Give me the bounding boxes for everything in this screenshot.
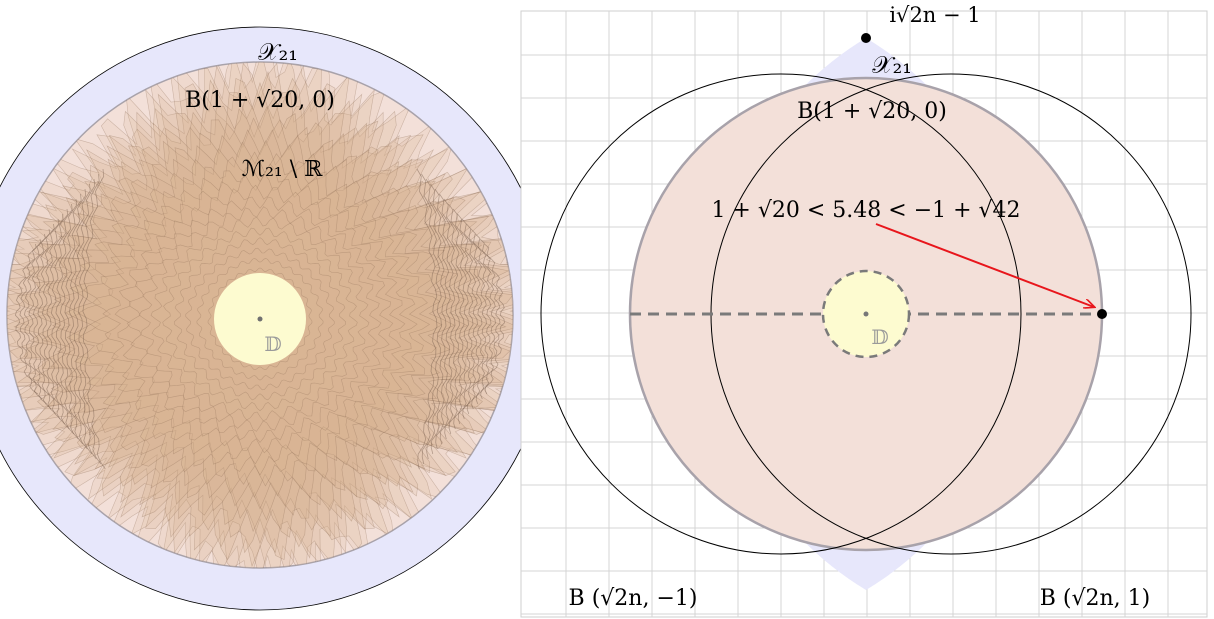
right-origin-dot — [863, 311, 869, 317]
top-intersection-point — [861, 33, 871, 43]
ripple-striation — [55, 198, 79, 440]
ripple-striation — [416, 168, 438, 470]
ripple-striation — [439, 193, 460, 445]
right-real-point — [1097, 309, 1107, 319]
label-left-big-ball: B (√2n, −1) — [569, 586, 698, 611]
ripple-striation — [37, 218, 61, 420]
label-inequality: 1 + √20 < 5.48 < −1 + √42 — [711, 198, 1020, 223]
left-origin-dot — [257, 316, 263, 322]
left-panel: 𝒳₂₁ B(1 + √20, 0) ℳ₂₁ \ ℝ 𝔻 — [0, 26, 552, 611]
ripple-striation — [484, 243, 505, 395]
ripple-striation — [32, 223, 57, 415]
ripple-striation — [28, 228, 52, 410]
ripple-striation — [443, 198, 465, 440]
ripple-striation — [46, 208, 70, 430]
ripple-striation — [457, 213, 478, 425]
ripple-striation — [425, 178, 447, 460]
right-panel: i√2n − 1 𝒳₂₁ B(1 + √20, 0) 1 + √20 < 5.4… — [520, 3, 1208, 618]
left-label-m21: ℳ₂₁ \ ℝ — [242, 157, 324, 182]
label-top-point: i√2n − 1 — [889, 3, 980, 27]
right-label-ball: B(1 + √20, 0) — [797, 99, 947, 124]
ripple-striation — [452, 208, 474, 430]
ripple-striation — [59, 193, 84, 445]
right-label-disk: 𝔻 — [871, 325, 888, 349]
ripple-striation — [448, 203, 469, 435]
ripple-striation — [73, 178, 97, 460]
ripple-striation — [421, 173, 442, 465]
ripple-striation — [475, 233, 496, 405]
label-right-big-ball: B (√2n, 1) — [1040, 586, 1151, 611]
right-label-x21: 𝒳₂₁ — [872, 51, 912, 79]
ripple-striation — [64, 188, 88, 450]
ripple-striation — [14, 243, 39, 395]
ripple-striation — [466, 223, 487, 415]
ripple-striation — [68, 183, 93, 455]
ripple-striation — [77, 173, 102, 465]
ripple-striation — [41, 213, 66, 425]
ripple-striation — [430, 183, 451, 455]
left-big-circle-b-sqrt2n-minus1 — [540, 73, 1022, 555]
ripple-striation — [461, 218, 483, 420]
ripple-striation — [50, 203, 75, 435]
left-label-x21: 𝒳₂₁ — [258, 38, 298, 66]
left-label-disk: 𝔻 — [264, 332, 281, 356]
ripple-striation — [19, 238, 43, 400]
left-label-ball: B(1 + √20, 0) — [185, 88, 335, 113]
ripple-striation — [434, 188, 456, 450]
ripple-striation — [82, 168, 106, 470]
ripple-striation — [23, 233, 48, 405]
ripple-striation — [470, 228, 492, 410]
radius-arrow — [875, 223, 1094, 307]
ripple-striation — [479, 238, 501, 400]
